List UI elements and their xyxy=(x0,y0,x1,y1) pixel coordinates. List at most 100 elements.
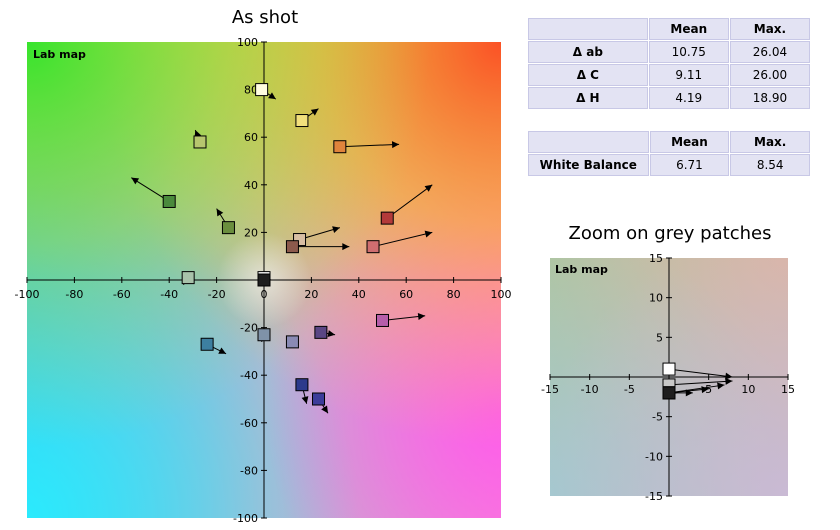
color-patch xyxy=(312,392,326,406)
wb-row-max: 8.54 xyxy=(730,154,810,176)
delta-row-max: 26.00 xyxy=(729,64,810,86)
color-patch xyxy=(193,135,207,149)
y-tick-label: 5 xyxy=(656,331,663,344)
arrow-head xyxy=(131,177,140,185)
y-tick-label: -10 xyxy=(645,450,663,463)
color-patch xyxy=(257,328,271,342)
color-patch xyxy=(380,211,394,225)
delta-row-label: Δ ab xyxy=(528,41,648,63)
x-tick-label: 60 xyxy=(399,288,413,301)
arrow-head xyxy=(342,243,350,251)
main-marks xyxy=(131,83,433,414)
shift-arrow xyxy=(339,143,400,148)
y-tick-label: -60 xyxy=(240,417,258,430)
delta-row-h: Δ H 4.19 18.90 xyxy=(528,87,810,109)
x-tick-label: -100 xyxy=(15,288,40,301)
arrow-head xyxy=(725,372,733,380)
x-tick-label: -60 xyxy=(113,288,131,301)
wb-row-label: White Balance xyxy=(528,154,649,176)
delta-table: Mean Max. Δ ab 10.75 26.04 Δ C 9.11 26.0… xyxy=(527,17,811,110)
arrow-head xyxy=(268,92,276,100)
delta-row-label: Δ H xyxy=(528,87,648,109)
x-tick-label: -15 xyxy=(541,383,559,396)
y-tick-label: 100 xyxy=(237,36,258,49)
x-tick-label: 5 xyxy=(705,383,712,396)
x-tick-label: -20 xyxy=(208,288,226,301)
arrow-head xyxy=(310,108,319,116)
arrow-head xyxy=(424,184,433,192)
color-patch xyxy=(366,240,380,254)
zoom-marks xyxy=(662,362,733,400)
y-tick-label: -80 xyxy=(240,464,258,477)
wb-row: White Balance 6.71 8.54 xyxy=(528,154,810,176)
y-tick-label: 40 xyxy=(244,179,258,192)
delta-table-header: Mean Max. xyxy=(528,18,810,40)
arrow-head xyxy=(717,382,725,390)
main-chart-title: As shot xyxy=(231,7,299,28)
x-tick-label: 15 xyxy=(781,383,795,396)
wb-row-mean: 6.71 xyxy=(649,154,730,176)
color-patch xyxy=(662,386,676,400)
x-tick-label: -80 xyxy=(65,288,83,301)
arrow-head xyxy=(391,141,400,149)
color-patch xyxy=(200,337,214,351)
arrow-head xyxy=(725,377,733,385)
y-tick-label: 80 xyxy=(244,84,258,97)
arrow-head xyxy=(327,330,336,338)
y-tick-label: 20 xyxy=(244,226,258,239)
color-patch xyxy=(162,194,176,208)
arrow-head xyxy=(216,208,224,217)
y-tick-label: -100 xyxy=(233,512,258,525)
x-tick-label: 0 xyxy=(261,288,268,301)
main-plot-area: Lab map -100 -80 -60 -40 -20 0 20 40 60 80 100-100… xyxy=(15,36,512,525)
delta-row-mean: 9.11 xyxy=(648,64,729,86)
color-patch xyxy=(376,313,389,327)
color-patch xyxy=(257,273,271,287)
wb-header-mean: Mean xyxy=(649,131,730,153)
delta-row-max: 26.04 xyxy=(729,41,810,63)
shift-arrow xyxy=(668,368,733,378)
color-patch xyxy=(285,335,299,349)
x-tick-label: 10 xyxy=(741,383,755,396)
y-tick-label: -5 xyxy=(652,411,663,424)
color-patch xyxy=(295,114,309,128)
delta-row-mean: 10.75 xyxy=(648,41,729,63)
y-tick-label: 60 xyxy=(244,131,258,144)
arrow-head xyxy=(332,226,340,233)
y-tick-label: -20 xyxy=(240,322,258,335)
zoom-chart-title: Zoom on grey patches xyxy=(568,223,772,244)
y-tick-label: 15 xyxy=(649,252,663,265)
main-axes: -100 -80 -60 -40 -20 0 20 40 60 80 100 -100 -80 -60 -4… xyxy=(15,36,512,525)
shift-arrow xyxy=(372,231,433,248)
color-patch xyxy=(221,221,235,235)
wb-header-max: Max. xyxy=(730,131,810,153)
delta-header-blank xyxy=(528,18,648,40)
arrow-head xyxy=(321,405,328,414)
arrow-head xyxy=(218,347,227,354)
arrow-head xyxy=(701,386,709,394)
color-patch xyxy=(285,240,299,254)
delta-row-max: 18.90 xyxy=(729,87,810,109)
white-balance-table: Mean Max. White Balance 6.71 8.54 xyxy=(527,130,811,177)
delta-row-mean: 4.19 xyxy=(648,87,729,109)
arrow-head xyxy=(417,312,426,320)
shift-arrow xyxy=(382,315,426,321)
color-patch xyxy=(255,83,269,97)
color-patch xyxy=(333,140,347,154)
x-tick-label: 100 xyxy=(491,288,512,301)
delta-row-c: Δ C 9.11 26.00 xyxy=(528,64,810,86)
arrow-head xyxy=(301,396,309,404)
arrow-head xyxy=(424,230,433,238)
x-tick-label: 40 xyxy=(352,288,366,301)
y-tick-label: -40 xyxy=(240,369,258,382)
wb-table-header: Mean Max. xyxy=(528,131,810,153)
zoom-plot-label: Lab map xyxy=(555,263,608,276)
arrow-head xyxy=(685,389,693,397)
x-tick-label: 80 xyxy=(447,288,461,301)
color-patch xyxy=(662,362,676,376)
main-plot-label: Lab map xyxy=(33,48,86,61)
wb-header-blank xyxy=(528,131,649,153)
color-patch xyxy=(181,271,195,285)
